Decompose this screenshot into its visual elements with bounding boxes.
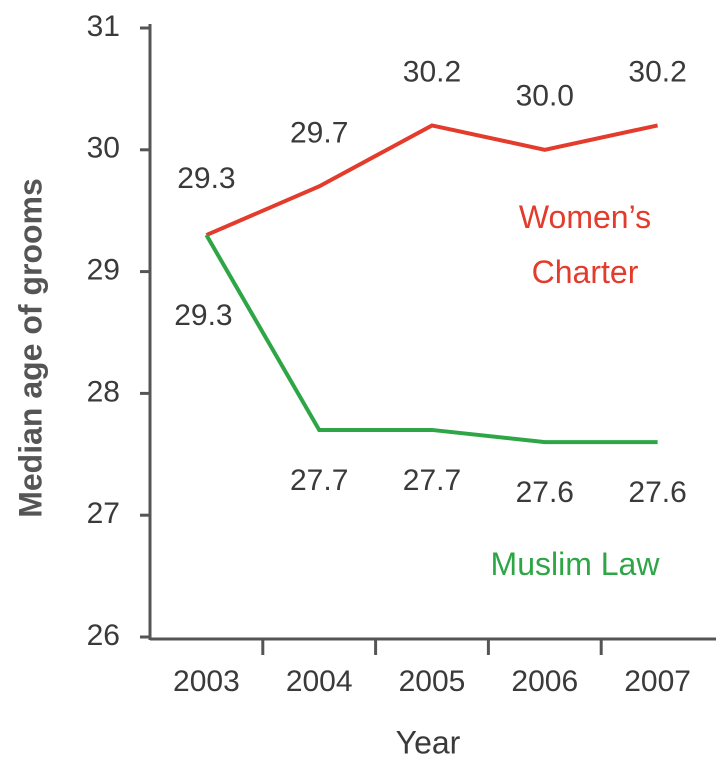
y-tick-label: 31 [87,10,120,43]
x-axis-label: Year [396,724,461,760]
data-label: 30.2 [628,55,686,88]
y-tick-label: 26 [87,619,120,652]
data-label: 27.6 [516,476,574,509]
data-label: 29.3 [174,299,232,332]
x-tick-label: 2007 [624,665,691,698]
series-label: Muslim Law [490,546,660,582]
x-tick-label: 2004 [286,665,353,698]
data-label: 27.7 [403,464,461,497]
x-tick-label: 2006 [511,665,578,698]
y-tick-label: 30 [87,132,120,165]
data-label: 30.0 [516,80,574,113]
y-tick-label: 27 [87,497,120,530]
data-label: 27.7 [290,464,348,497]
data-label: 30.2 [403,55,461,88]
data-label: 27.6 [628,476,686,509]
series-label: Women’s Charter [518,199,652,290]
line-series [204,234,658,445]
y-axis-label: Median age of grooms [12,178,48,518]
data-label: 29.3 [177,162,235,195]
x-tick-label: 2003 [173,665,240,698]
line-series [205,123,659,237]
y-tick-label: 29 [87,254,120,287]
data-label: 29.7 [290,116,348,149]
x-tick-label: 2005 [399,665,466,698]
y-tick-label: 28 [87,375,120,408]
